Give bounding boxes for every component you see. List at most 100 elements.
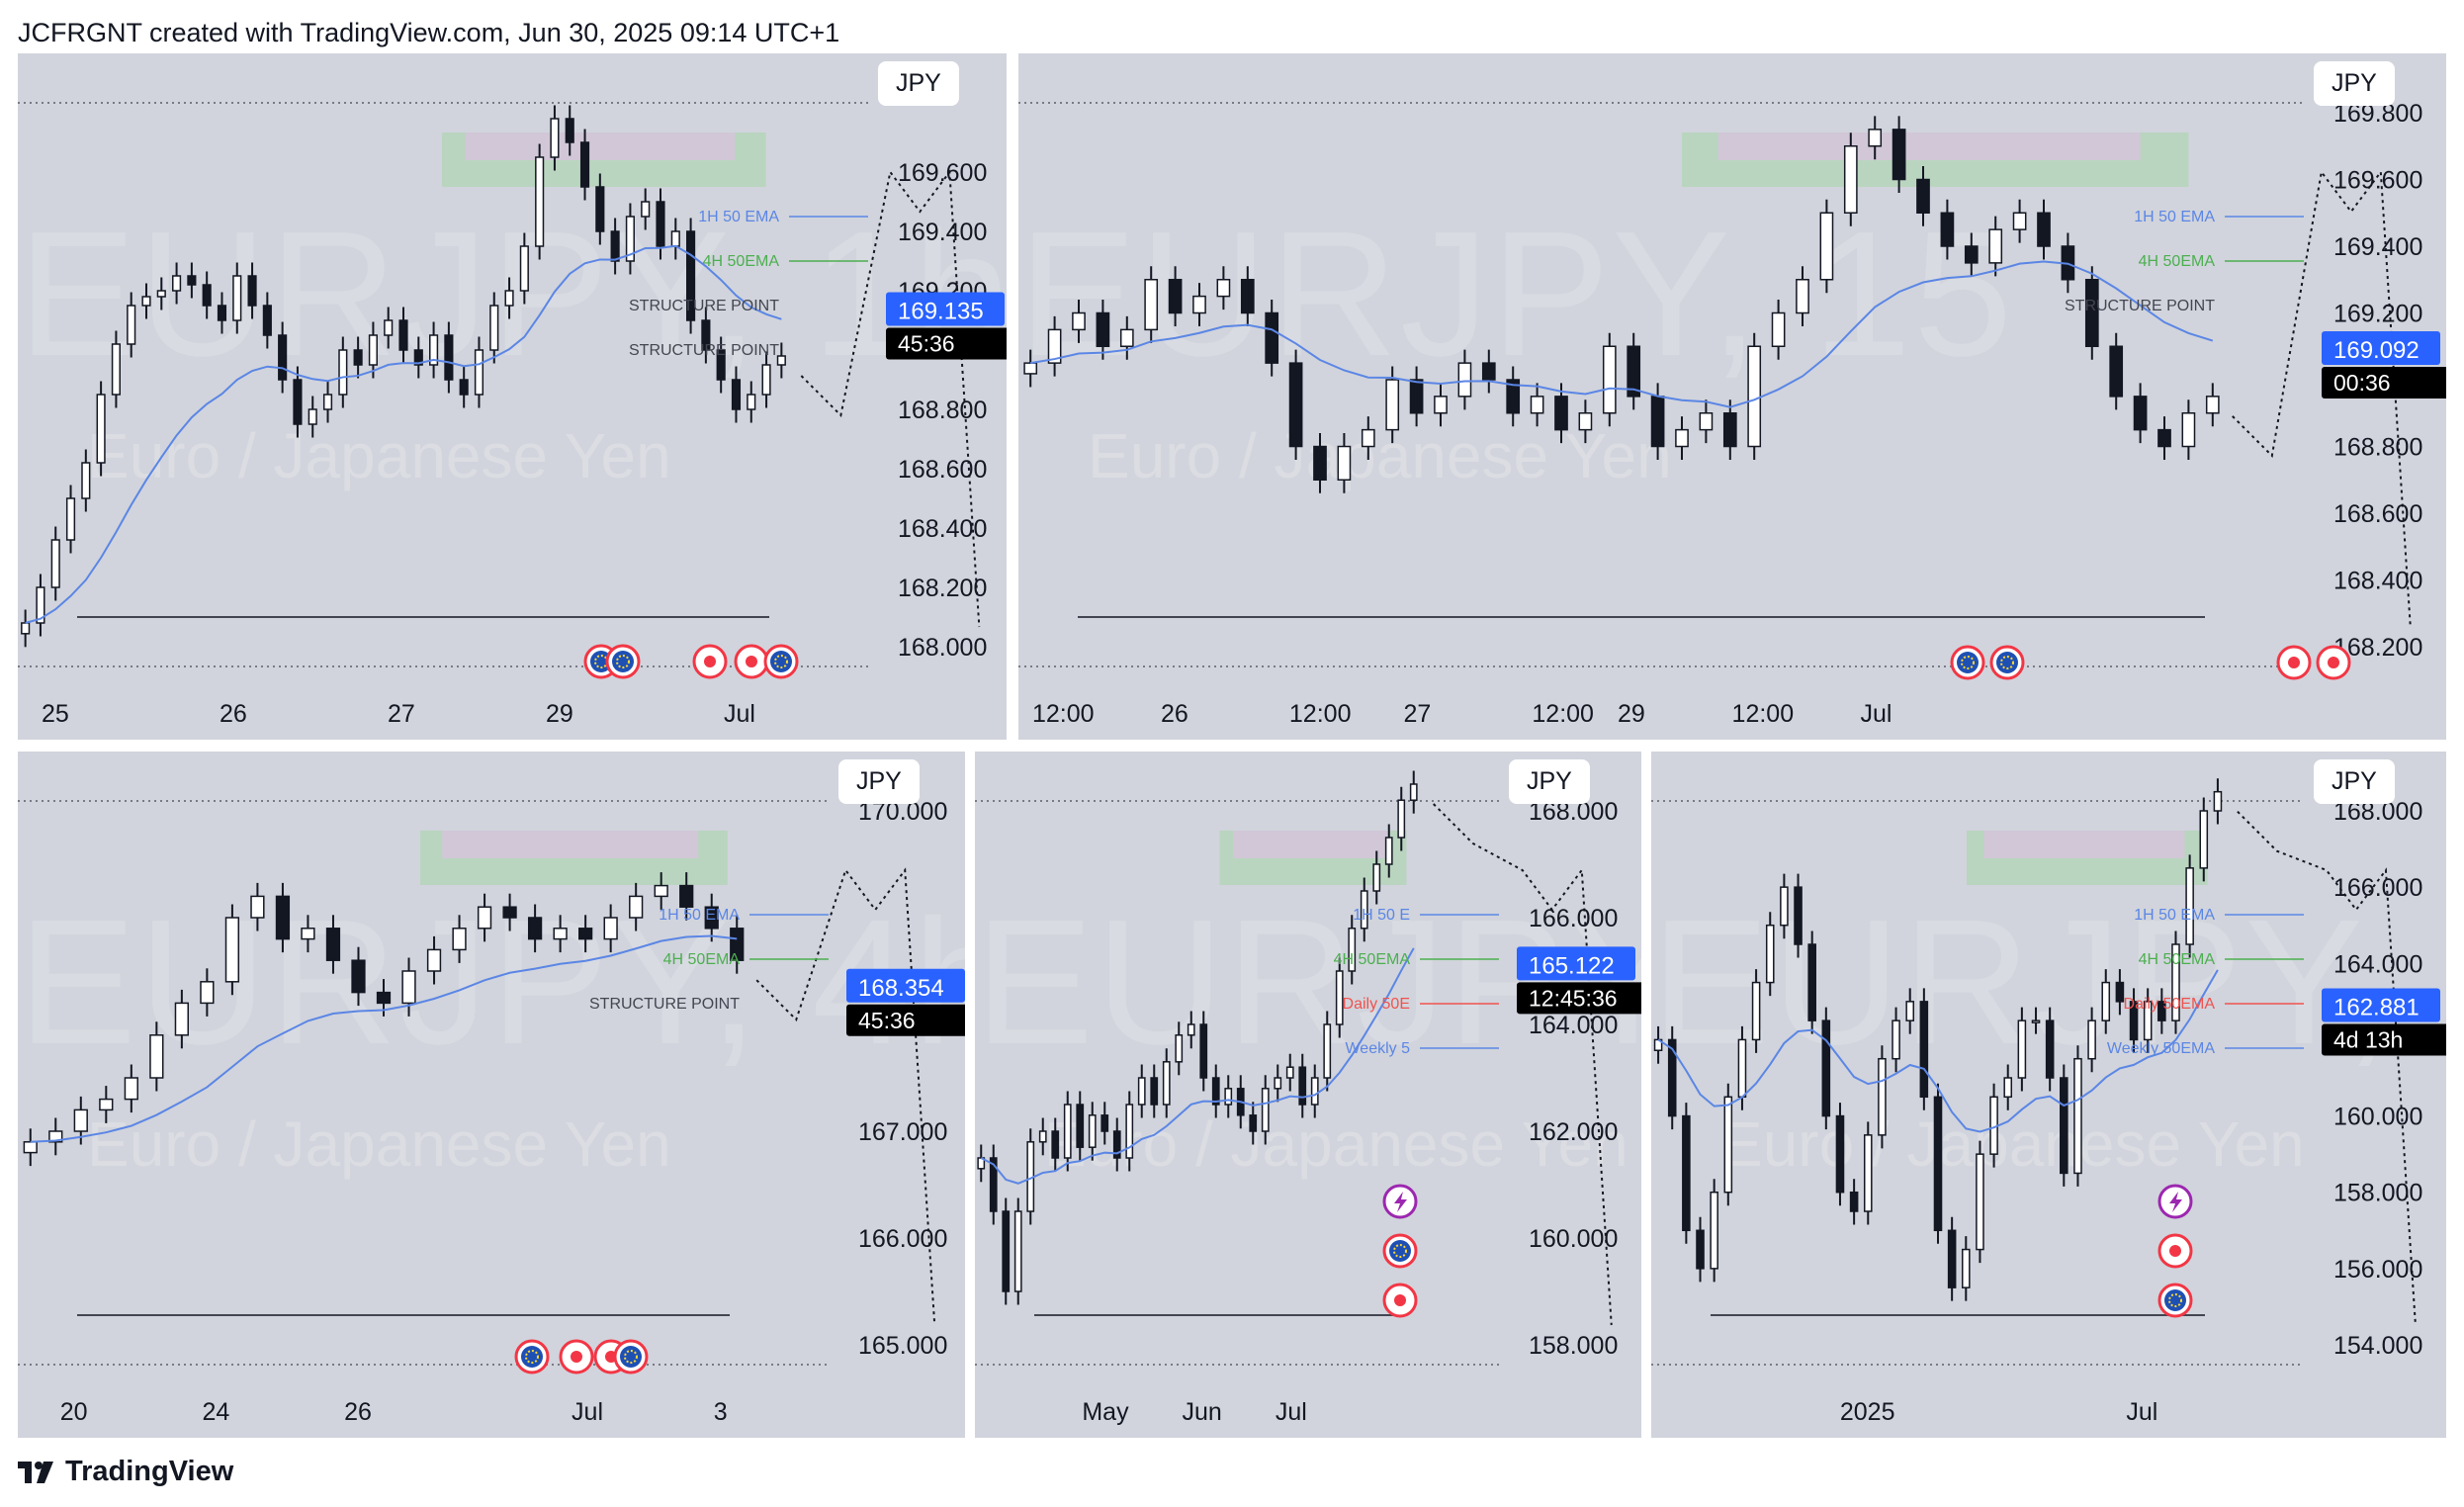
- annotation-label: Daily 50E: [1343, 996, 1410, 1013]
- candle-body: [1240, 279, 1255, 314]
- eu-flag-icon[interactable]: [1382, 1233, 1418, 1269]
- candle-body: [1796, 279, 1809, 314]
- candle-body: [578, 928, 593, 940]
- candle: [1150, 1064, 1159, 1118]
- candle-body: [127, 305, 136, 345]
- candle-body: [1076, 1104, 1085, 1148]
- eu-flag-icon[interactable]: [763, 644, 799, 679]
- jp-flag-icon[interactable]: [1382, 1283, 1418, 1318]
- last-price-badge: [2322, 330, 2440, 365]
- candle: [1916, 166, 1930, 226]
- candle: [1361, 416, 1375, 460]
- candle: [2133, 383, 2148, 444]
- candle: [368, 321, 378, 379]
- chart-panel-eurjpy-15m[interactable]: EURJPY, 15 Euro / Japanese Yen 1H 50 EMA 4H…: [1018, 53, 2446, 740]
- jp-flag-icon[interactable]: [559, 1339, 594, 1374]
- candle: [2084, 266, 2099, 360]
- currency-badge[interactable]: JPY: [2314, 759, 2395, 804]
- bar-countdown-label: 12:45:36: [1529, 985, 1618, 1011]
- chart-panel-eurjpy-4h[interactable]: EURJPY, 4h Euro / Japanese Yen 1H 50 EMA 4H…: [18, 752, 965, 1438]
- jp-flag-icon-dot: [2288, 657, 2300, 668]
- lightning-icon[interactable]: [1382, 1184, 1418, 1219]
- candle: [426, 935, 442, 985]
- currency-badge[interactable]: JPY: [878, 61, 959, 106]
- candle-body: [527, 917, 543, 940]
- jp-flag-icon[interactable]: [692, 644, 728, 679]
- x-tick-label: Jul: [1861, 700, 1892, 728]
- x-tick-label: 12:00: [1032, 700, 1095, 728]
- candle-body: [1765, 924, 1775, 984]
- candle: [1780, 873, 1789, 939]
- jp-flag-icon[interactable]: [734, 644, 769, 679]
- candle-body: [322, 394, 333, 410]
- candle-body: [1137, 1077, 1146, 1106]
- lightning-icon-bolt: [1394, 1192, 1407, 1212]
- jp-flag-icon[interactable]: [2157, 1233, 2193, 1269]
- x-tick-label: 24: [202, 1398, 229, 1426]
- candle: [2037, 199, 2051, 260]
- chart-canvas[interactable]: 1H 50 EMA 4H 50EMA STRUCTURE POINT STRUCTUR…: [18, 53, 1007, 740]
- candle-body: [1249, 1114, 1258, 1132]
- candle: [579, 129, 590, 201]
- candle: [1919, 988, 1929, 1110]
- candle-body: [156, 290, 166, 298]
- jp-flag-icon[interactable]: [2276, 645, 2312, 680]
- candle-body: [747, 394, 756, 410]
- candle-body: [1361, 428, 1375, 448]
- footer-brand[interactable]: TradingView: [18, 1456, 233, 1488]
- candle: [519, 232, 529, 305]
- candle-body: [2045, 1019, 2055, 1079]
- currency-badge[interactable]: JPY: [1509, 759, 1590, 804]
- candle: [2205, 383, 2220, 427]
- currency-badge[interactable]: JPY: [838, 759, 920, 804]
- bar-countdown-badge: [1517, 982, 1641, 1015]
- candle-body: [1125, 1104, 1134, 1159]
- candle-body: [96, 394, 106, 464]
- candle: [2087, 1007, 2096, 1073]
- y-tick-label: 168.400: [898, 515, 987, 543]
- annotation-label: 1H 50 EMA: [659, 907, 740, 924]
- candle-body: [2012, 212, 2027, 230]
- candle: [1385, 366, 1400, 444]
- eu-flag-icon[interactable]: [1950, 645, 1985, 680]
- chart-canvas[interactable]: 1H 50 EMA 4H 50EMA Daily 50EMA Weekly 50EMA…: [1651, 752, 2446, 1438]
- candle-body: [1397, 799, 1406, 839]
- candle: [1224, 1075, 1233, 1118]
- eu-flag-icon[interactable]: [613, 1339, 649, 1374]
- eu-flag-icon[interactable]: [1989, 645, 2025, 680]
- candle: [1288, 349, 1303, 460]
- eu-flag-icon[interactable]: [2157, 1283, 2193, 1318]
- chart-panel-eurjpy-1h[interactable]: EURJPY, 1h Euro / Japanese Yen 1H 50 EMA 4H…: [18, 53, 1007, 740]
- currency-badge[interactable]: JPY: [2314, 61, 2395, 106]
- candle: [1868, 116, 1883, 160]
- eu-flag-icon[interactable]: [605, 644, 641, 679]
- candle: [1047, 315, 1062, 377]
- candle: [989, 1144, 998, 1225]
- candle: [2143, 988, 2153, 1053]
- candle: [353, 336, 363, 379]
- x-tick-label: 29: [1618, 700, 1645, 728]
- candle-body: [656, 201, 665, 247]
- projection-path: [2237, 811, 2417, 1326]
- ema-1h-line: [1030, 260, 2214, 408]
- candle-body: [187, 275, 197, 286]
- candle: [1747, 332, 1762, 460]
- candle-body: [701, 319, 711, 351]
- candle-body: [1481, 362, 1496, 381]
- candle: [2012, 199, 2027, 243]
- jp-flag-icon[interactable]: [2316, 645, 2351, 680]
- candle: [1940, 199, 1955, 260]
- eu-flag-icon[interactable]: [514, 1339, 550, 1374]
- candle-body: [426, 948, 442, 972]
- candle-body: [1554, 396, 1568, 431]
- lightning-icon[interactable]: [2157, 1184, 2193, 1219]
- candle-body: [1807, 943, 1816, 1021]
- candle-body: [124, 1077, 138, 1101]
- candle: [1076, 1091, 1085, 1161]
- candle-body: [149, 1034, 164, 1079]
